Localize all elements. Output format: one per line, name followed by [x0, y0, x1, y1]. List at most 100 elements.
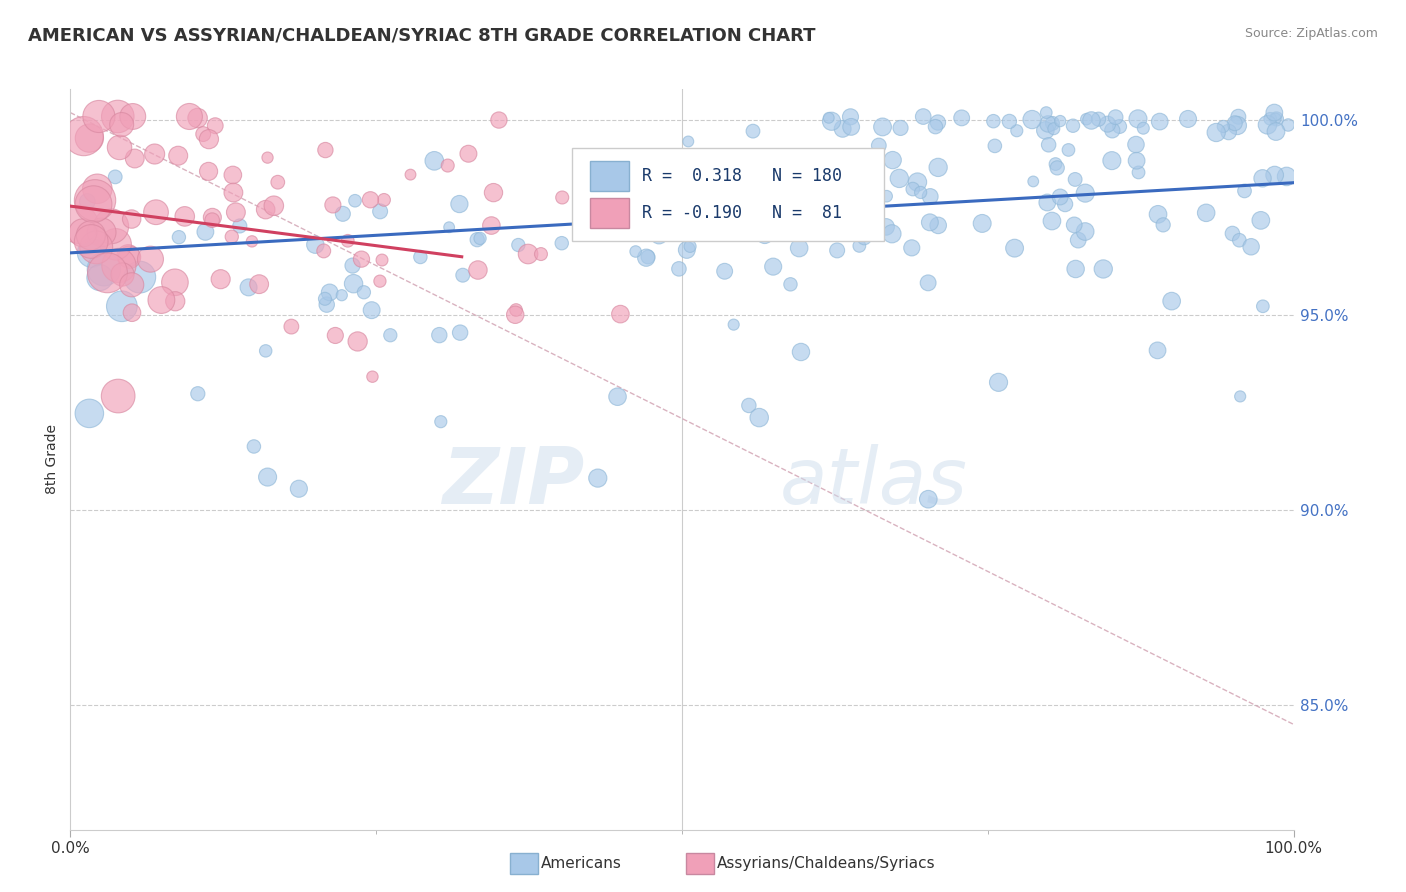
Point — [1045, 157, 1067, 171]
Point — [468, 231, 491, 245]
Text: AMERICAN VS ASSYRIAN/CHALDEAN/SYRIAC 8TH GRADE CORRELATION CHART: AMERICAN VS ASSYRIAN/CHALDEAN/SYRIAC 8TH… — [28, 27, 815, 45]
Point — [875, 219, 897, 234]
Point — [449, 197, 471, 211]
Point — [145, 205, 167, 219]
Point — [1036, 117, 1059, 131]
Point — [865, 169, 887, 184]
Point — [1046, 161, 1069, 175]
Point — [831, 121, 853, 136]
Point — [165, 294, 187, 309]
Point — [1064, 172, 1087, 186]
Point — [1149, 114, 1171, 128]
Text: Source: ZipAtlas.com: Source: ZipAtlas.com — [1244, 27, 1378, 40]
Point — [482, 186, 505, 200]
Point — [551, 236, 574, 251]
Point — [1033, 123, 1056, 137]
FancyBboxPatch shape — [591, 161, 630, 191]
Point — [1205, 126, 1227, 140]
Point — [104, 169, 127, 184]
Point — [1125, 153, 1147, 168]
Point — [1258, 112, 1281, 126]
Point — [1250, 213, 1272, 227]
Point — [1125, 137, 1147, 152]
Point — [1227, 233, 1250, 247]
Point — [920, 189, 942, 203]
Point — [1049, 190, 1071, 204]
Point — [201, 213, 224, 227]
Point — [167, 230, 190, 244]
Point — [488, 113, 510, 128]
Point — [1263, 105, 1285, 120]
FancyBboxPatch shape — [572, 148, 884, 241]
Point — [479, 219, 502, 233]
Point — [901, 182, 924, 196]
Point — [530, 247, 553, 261]
Point — [121, 306, 143, 320]
Point — [209, 272, 232, 286]
Point — [238, 280, 260, 294]
Point — [1256, 118, 1278, 132]
Point — [342, 259, 364, 273]
Point — [197, 164, 219, 178]
Point — [917, 276, 939, 290]
Point — [128, 270, 150, 285]
Point — [1074, 225, 1097, 239]
Point — [779, 277, 801, 292]
Point — [1067, 233, 1090, 247]
Point — [1195, 206, 1218, 220]
Text: R = -0.190   N =  81: R = -0.190 N = 81 — [641, 204, 842, 222]
Point — [998, 114, 1021, 128]
Point — [430, 415, 453, 429]
Point — [927, 161, 949, 175]
Point — [624, 244, 647, 259]
Point — [1057, 143, 1080, 157]
Point — [167, 149, 190, 163]
Point — [288, 482, 311, 496]
Point — [1038, 137, 1060, 152]
Point — [586, 471, 609, 485]
Point — [368, 274, 391, 288]
Point — [80, 246, 103, 260]
Point — [89, 270, 111, 285]
Point — [80, 228, 103, 243]
Point — [108, 140, 131, 154]
Point — [900, 241, 922, 255]
Point — [1004, 241, 1026, 255]
Point — [322, 198, 344, 212]
Point — [853, 231, 876, 245]
Point — [163, 275, 186, 289]
Point — [1022, 174, 1045, 188]
Point — [1229, 389, 1251, 403]
Point — [876, 189, 898, 203]
Point — [1212, 120, 1234, 134]
Point — [247, 277, 270, 292]
Point — [775, 194, 797, 209]
Point — [880, 227, 903, 241]
Point — [1264, 168, 1286, 182]
Text: R =  0.318   N = 180: R = 0.318 N = 180 — [641, 167, 842, 185]
Point — [312, 244, 335, 258]
Point — [927, 219, 949, 233]
Point — [193, 127, 215, 141]
Point — [86, 182, 108, 196]
Point — [748, 410, 770, 425]
Point — [1054, 197, 1077, 211]
Text: Americans: Americans — [541, 856, 623, 871]
Point — [437, 220, 460, 235]
Point — [1160, 294, 1182, 309]
Point — [1223, 116, 1246, 130]
Point — [117, 249, 139, 263]
Point — [240, 235, 263, 249]
Point — [1132, 121, 1154, 136]
Point — [254, 343, 277, 358]
Point — [910, 186, 932, 200]
Point — [821, 211, 844, 225]
Point — [315, 297, 337, 311]
Point — [263, 199, 285, 213]
Point — [675, 243, 697, 257]
Point — [243, 440, 266, 454]
Point — [1101, 123, 1123, 137]
Point — [194, 225, 217, 239]
Point — [79, 406, 101, 420]
Point — [1101, 153, 1123, 168]
